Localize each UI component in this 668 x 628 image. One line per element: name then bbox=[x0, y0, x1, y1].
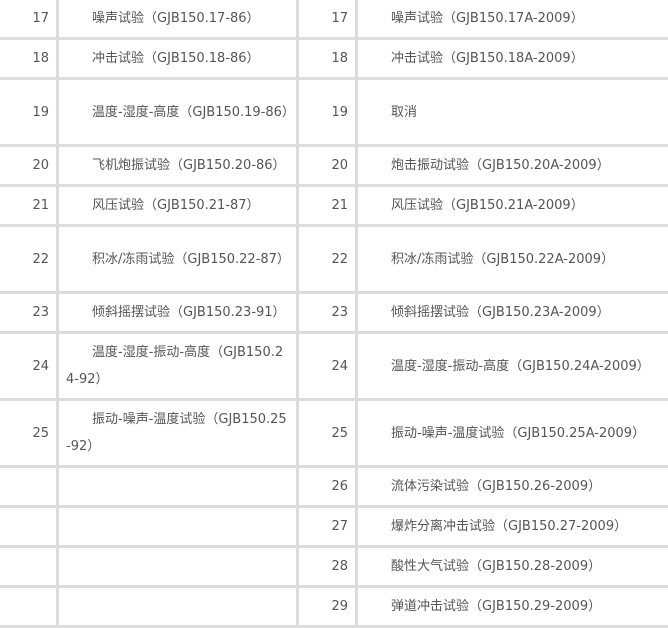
table-row: 19 温度-湿度-高度（GJB150.19-86） 19 取消 bbox=[0, 80, 668, 144]
new-standard-cell: 温度-湿度-振动-高度（GJB150.24A-2009） bbox=[358, 334, 668, 398]
table-row: 21 风压试验（GJB150.21-87） 21 风压试验（GJB150.21A-20… bbox=[0, 187, 668, 224]
old-number-cell: 19 bbox=[0, 80, 56, 144]
table-row: 26 流体污染试验（GJB150.26-2009） bbox=[0, 468, 668, 505]
new-number-cell: 18 bbox=[299, 40, 355, 77]
table-row: 17 噪声试验（GJB150.17-86） 17 噪声试验（GJB150.17A-20… bbox=[0, 0, 668, 37]
old-standard-cell: 振动-噪声-温度试验（GJB150.25-92） bbox=[59, 401, 296, 465]
table-row: 18 冲击试验（GJB150.18-86） 18 冲击试验（GJB150.18A-20… bbox=[0, 40, 668, 77]
old-standard-cell: 温度-湿度-高度（GJB150.19-86） bbox=[59, 80, 296, 144]
new-number-cell: 27 bbox=[299, 508, 355, 545]
table-row: 20 飞机炮振试验（GJB150.20-86） 20 炮击振动试验（GJB150.20… bbox=[0, 147, 668, 184]
old-standard-cell bbox=[59, 508, 296, 545]
old-number-cell bbox=[0, 508, 56, 545]
new-standard-cell: 流体污染试验（GJB150.26-2009） bbox=[358, 468, 668, 505]
table-row: 28 酸性大气试验（GJB150.28-2009） bbox=[0, 548, 668, 585]
new-number-cell: 25 bbox=[299, 401, 355, 465]
old-standard-cell: 倾斜摇摆试验（GJB150.23-91） bbox=[59, 294, 296, 331]
new-standard-cell: 取消 bbox=[358, 80, 668, 144]
old-number-cell: 22 bbox=[0, 227, 56, 291]
old-standard-cell: 温度-湿度-振动-高度（GJB150.24-92） bbox=[59, 334, 296, 398]
old-standard-cell: 噪声试验（GJB150.17-86） bbox=[59, 0, 296, 37]
new-standard-cell: 冲击试验（GJB150.18A-2009） bbox=[358, 40, 668, 77]
old-number-cell: 17 bbox=[0, 0, 56, 37]
new-number-cell: 28 bbox=[299, 548, 355, 585]
new-standard-cell: 倾斜摇摆试验（GJB150.23A-2009） bbox=[358, 294, 668, 331]
old-number-cell bbox=[0, 548, 56, 585]
new-standard-cell: 弹道冲击试验（GJB150.29-2009） bbox=[358, 588, 668, 625]
new-standard-cell: 噪声试验（GJB150.17A-2009） bbox=[358, 0, 668, 37]
table-row: 25 振动-噪声-温度试验（GJB150.25-92） 25 振动-噪声-温度试验（G… bbox=[0, 401, 668, 465]
new-number-cell: 20 bbox=[299, 147, 355, 184]
new-number-cell: 23 bbox=[299, 294, 355, 331]
old-standard-cell bbox=[59, 548, 296, 585]
new-number-cell: 17 bbox=[299, 0, 355, 37]
new-standard-cell: 振动-噪声-温度试验（GJB150.25A-2009） bbox=[358, 401, 668, 465]
old-standard-cell: 积冰/冻雨试验（GJB150.22-87） bbox=[59, 227, 296, 291]
old-number-cell: 21 bbox=[0, 187, 56, 224]
new-standard-cell: 酸性大气试验（GJB150.28-2009） bbox=[358, 548, 668, 585]
old-standard-cell: 飞机炮振试验（GJB150.20-86） bbox=[59, 147, 296, 184]
new-standard-cell: 风压试验（GJB150.21A-2009） bbox=[358, 187, 668, 224]
new-standard-cell: 积冰/冻雨试验（GJB150.22A-2009） bbox=[358, 227, 668, 291]
new-standard-cell: 爆炸分离冲击试验（GJB150.27-2009） bbox=[358, 508, 668, 545]
table-row: 22 积冰/冻雨试验（GJB150.22-87） 22 积冰/冻雨试验（GJB150.… bbox=[0, 227, 668, 291]
table-row: 24 温度-湿度-振动-高度（GJB150.24-92） 24 温度-湿度-振动-高度… bbox=[0, 334, 668, 398]
table-row: 23 倾斜摇摆试验（GJB150.23-91） 23 倾斜摇摆试验（GJB150.23… bbox=[0, 294, 668, 331]
old-standard-cell: 风压试验（GJB150.21-87） bbox=[59, 187, 296, 224]
old-number-cell: 20 bbox=[0, 147, 56, 184]
old-number-cell bbox=[0, 588, 56, 625]
new-number-cell: 22 bbox=[299, 227, 355, 291]
new-number-cell: 21 bbox=[299, 187, 355, 224]
new-standard-cell: 炮击振动试验（GJB150.20A-2009） bbox=[358, 147, 668, 184]
old-standard-cell bbox=[59, 468, 296, 505]
old-standard-cell bbox=[59, 588, 296, 625]
new-number-cell: 24 bbox=[299, 334, 355, 398]
new-number-cell: 29 bbox=[299, 588, 355, 625]
old-number-cell: 25 bbox=[0, 401, 56, 465]
new-number-cell: 26 bbox=[299, 468, 355, 505]
old-number-cell: 23 bbox=[0, 294, 56, 331]
old-number-cell: 18 bbox=[0, 40, 56, 77]
table-row: 27 爆炸分离冲击试验（GJB150.27-2009） bbox=[0, 508, 668, 545]
old-number-cell: 24 bbox=[0, 334, 56, 398]
table-row: 29 弹道冲击试验（GJB150.29-2009） bbox=[0, 588, 668, 625]
old-number-cell bbox=[0, 468, 56, 505]
old-standard-cell: 冲击试验（GJB150.18-86） bbox=[59, 40, 296, 77]
new-number-cell: 19 bbox=[299, 80, 355, 144]
